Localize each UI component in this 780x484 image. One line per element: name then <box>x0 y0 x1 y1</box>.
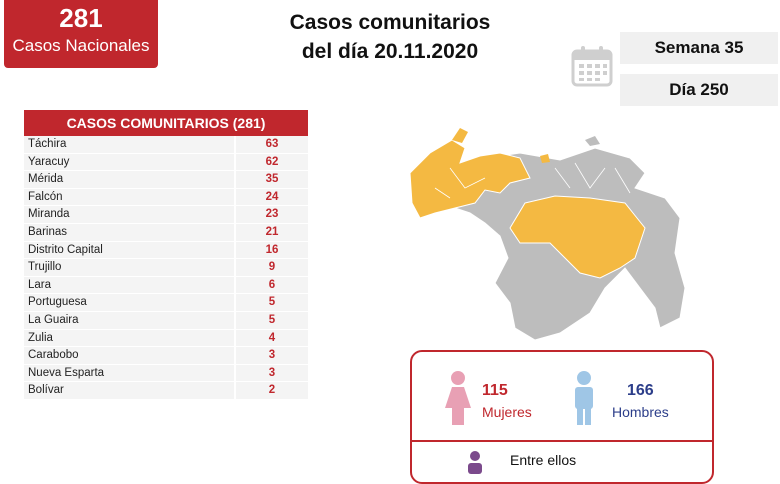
state-cases: 9 <box>236 259 308 277</box>
day-badge: Día 250 <box>620 74 778 106</box>
state-name: Carabobo <box>24 347 234 365</box>
state-name: Táchira <box>24 136 234 154</box>
state-cases: 3 <box>236 347 308 365</box>
title-line-1: Casos comunitarios <box>289 11 491 34</box>
state-cases: 16 <box>236 241 308 260</box>
state-name: Zulia <box>24 329 234 348</box>
table-row: Yaracuy 62 <box>24 153 308 172</box>
state-name: Falcón <box>24 188 234 207</box>
state-cases: 3 <box>236 364 308 383</box>
women-label: Mujeres <box>482 404 532 420</box>
table-row: Portuguesa 5 <box>24 294 308 312</box>
map-region-island <box>585 136 600 146</box>
cases-table-header: CASOS COMUNITARIOS (281) <box>24 110 308 136</box>
state-cases: 21 <box>236 223 308 242</box>
woman-icon <box>445 371 471 425</box>
table-row: Miranda 23 <box>24 206 308 224</box>
cases-table: CASOS COMUNITARIOS (281) Táchira 63 Yaracu… <box>24 110 308 400</box>
state-name: Mérida <box>24 171 234 189</box>
state-name: Portuguesa <box>24 294 234 312</box>
table-row: Lara 6 <box>24 276 308 295</box>
state-cases: 35 <box>236 171 308 189</box>
title-line-2: del día 20.11.2020 <box>301 40 479 63</box>
table-row: Distrito Capital 16 <box>24 241 308 260</box>
state-cases: 5 <box>236 311 308 330</box>
women-count: 115 <box>482 382 508 399</box>
map-region-highlight-falcon <box>452 128 468 143</box>
state-cases: 24 <box>236 188 308 207</box>
national-cases-label: Casos Nacionales <box>12 36 150 55</box>
table-row: Mérida 35 <box>24 171 308 189</box>
table-row: La Guaira 5 <box>24 311 308 330</box>
state-name: Barinas <box>24 223 234 242</box>
map-region-highlight-west <box>409 139 531 219</box>
state-cases: 2 <box>236 382 308 400</box>
table-row: Táchira 63 <box>24 136 308 154</box>
state-name: Distrito Capital <box>24 241 234 260</box>
gender-divider <box>412 440 712 442</box>
table-row: Zulia 4 <box>24 329 308 348</box>
men-label: Hombres <box>612 404 669 420</box>
state-name: Lara <box>24 276 234 295</box>
state-cases: 62 <box>236 153 308 172</box>
state-name: Miranda <box>24 206 234 224</box>
state-cases: 23 <box>236 206 308 224</box>
map-region-highlight-capital <box>540 154 550 163</box>
entre-ellos-label: Entre ellos <box>510 452 577 468</box>
table-row: Barinas 21 <box>24 223 308 242</box>
state-name: Bolívar <box>24 382 234 400</box>
man-icon <box>575 371 593 425</box>
table-row: Falcón 24 <box>24 188 308 207</box>
table-row: Nueva Esparta 3 <box>24 364 308 383</box>
person-icon <box>468 451 482 474</box>
state-cases: 4 <box>236 329 308 348</box>
table-row: Bolívar 2 <box>24 382 308 400</box>
national-cases-box: 281 Casos Nacionales <box>4 0 158 68</box>
national-cases-count: 281 <box>59 3 103 33</box>
venezuela-map <box>409 128 686 341</box>
state-cases: 6 <box>236 276 308 295</box>
gender-panel: 115 Mujeres 166 Hombres Entre ellos <box>410 350 714 484</box>
state-name: Nueva Esparta <box>24 364 234 383</box>
state-cases: 63 <box>236 136 308 154</box>
state-name: Yaracuy <box>24 153 234 172</box>
page-title: Casos comunitarios del día 20.11.2020 <box>250 8 530 66</box>
state-name: La Guaira <box>24 311 234 330</box>
week-badge: Semana 35 <box>620 32 778 64</box>
state-cases: 5 <box>236 294 308 312</box>
table-row: Trujillo 9 <box>24 259 308 277</box>
men-count: 166 <box>627 382 654 399</box>
table-row: Carabobo 3 <box>24 347 308 365</box>
map-region-highlight-bolivar <box>509 195 646 279</box>
calendar-icon <box>571 46 613 87</box>
state-name: Trujillo <box>24 259 234 277</box>
